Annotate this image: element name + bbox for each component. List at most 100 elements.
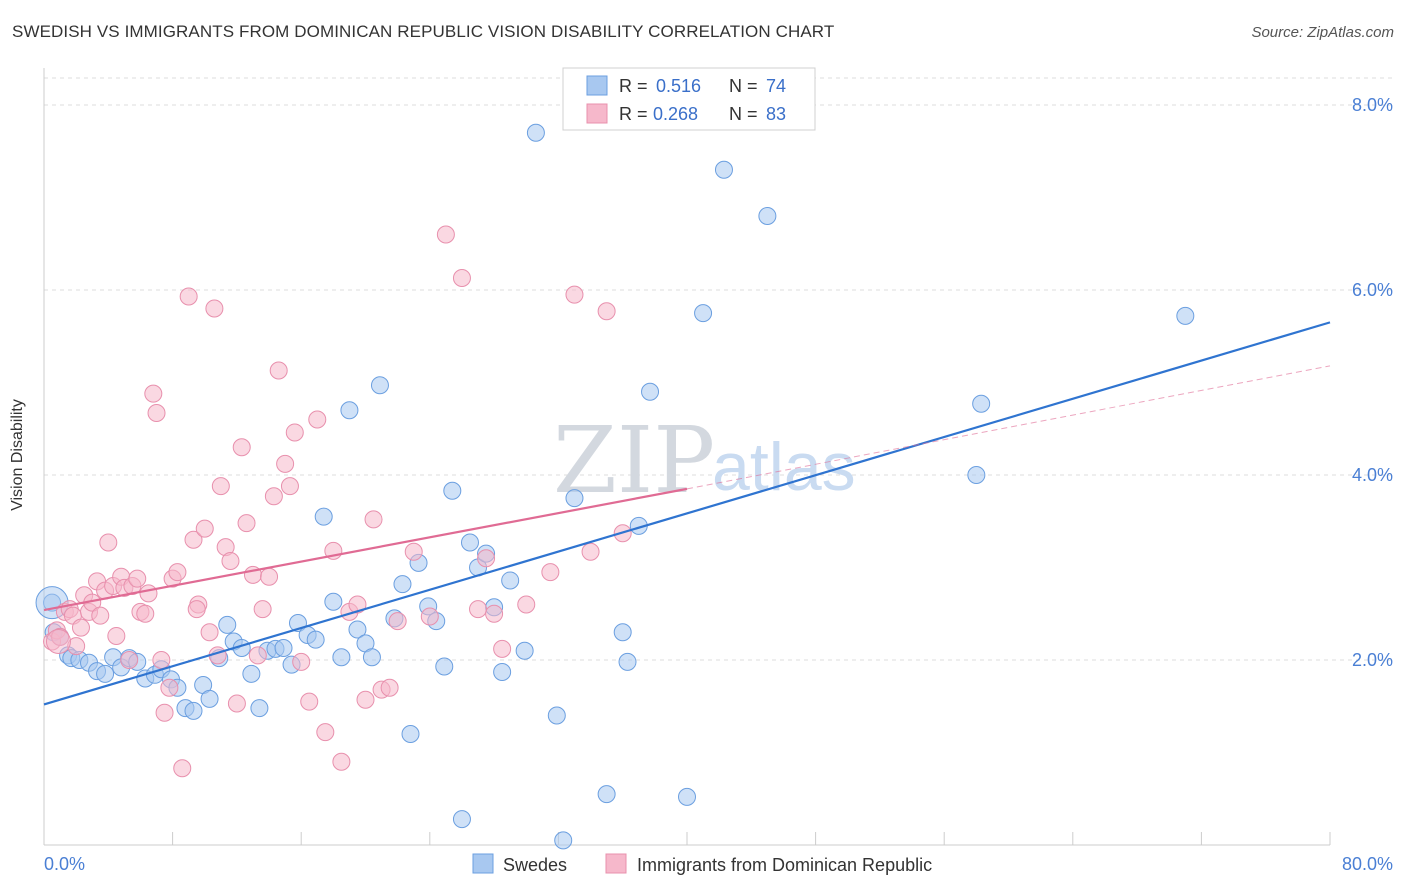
data-point [144, 384, 163, 403]
y-tick-labels: 2.0% 4.0% 6.0% 8.0% [1352, 95, 1393, 670]
data-point [460, 533, 479, 552]
data-point [300, 692, 319, 711]
data-point [565, 285, 584, 304]
data-point [168, 563, 187, 582]
data-point [99, 533, 118, 552]
data-point [477, 549, 496, 568]
data-point [526, 123, 545, 142]
data-point [613, 623, 632, 642]
data-point [218, 615, 237, 634]
data-point [269, 361, 288, 380]
legend-r-value: 0.268 [653, 104, 698, 124]
data-point [485, 604, 504, 623]
data-point [136, 604, 155, 623]
data-point [362, 648, 381, 667]
data-point [401, 725, 420, 743]
data-point [393, 575, 412, 594]
data-point [152, 651, 171, 669]
data-point [276, 454, 295, 473]
data-point [248, 646, 267, 665]
data-point [452, 268, 471, 287]
trend-line-dominican [43, 487, 688, 612]
data-point [388, 612, 407, 631]
x-tick-label: 80.0% [1342, 854, 1393, 874]
data-point [541, 563, 560, 582]
data-point [380, 678, 399, 697]
data-point [184, 530, 203, 549]
data-point [554, 831, 573, 850]
axes [43, 68, 1331, 846]
data-point [1176, 306, 1195, 325]
data-point [250, 699, 269, 718]
data-point [200, 623, 219, 642]
data-point [714, 160, 733, 179]
data-point [173, 759, 192, 778]
data-point [139, 584, 158, 603]
data-point [469, 600, 488, 619]
data-point [452, 810, 471, 829]
data-point [515, 641, 534, 660]
data-point [972, 394, 991, 413]
data-point [597, 785, 616, 804]
data-point [364, 510, 383, 529]
data-point [205, 299, 224, 318]
data-point [316, 723, 335, 742]
data-point [348, 595, 367, 614]
data-point [232, 438, 251, 457]
legend-box: R = 0.516 N = 74 R = 0.268 N = 83 [562, 67, 816, 131]
data-point [285, 423, 304, 442]
data-point [340, 401, 359, 420]
legend-swatch-swedes [586, 75, 608, 96]
data-point [356, 690, 375, 709]
series-swedes-points [35, 123, 1195, 850]
data-point [404, 542, 423, 561]
source-label: Source: ZipAtlas.com [1251, 24, 1394, 41]
data-point [160, 678, 179, 697]
data-point [435, 657, 454, 676]
data-point [565, 489, 584, 508]
data-point [187, 600, 206, 619]
bottom-legend-swedes: Swedes [503, 855, 567, 875]
data-point [308, 410, 327, 429]
data-point [332, 752, 351, 771]
data-point [179, 287, 198, 306]
data-point [420, 607, 439, 626]
data-point [237, 514, 256, 533]
y-tick-label: 2.0% [1352, 650, 1393, 670]
data-point [493, 639, 512, 658]
data-point [155, 703, 174, 722]
watermark-atlas: atlas [712, 429, 856, 505]
y-tick-label: 6.0% [1352, 280, 1393, 300]
legend-n-value: 74 [766, 76, 786, 96]
data-point [264, 487, 283, 506]
data-point [96, 664, 115, 683]
data-point [128, 569, 147, 588]
chart-title: SWEDISH VS IMMIGRANTS FROM DOMINICAN REP… [12, 22, 835, 41]
data-point [227, 694, 246, 713]
data-point [292, 652, 311, 671]
legend-n-label: N = [729, 104, 758, 124]
legend-r-label: R = [619, 76, 648, 96]
y-tick-label: 8.0% [1352, 95, 1393, 115]
data-point [71, 618, 90, 637]
data-point [147, 404, 166, 423]
data-point [443, 481, 462, 500]
data-point [694, 304, 713, 323]
legend-swatch-dominican [586, 103, 608, 124]
legend-r-value: 0.516 [656, 76, 701, 96]
bottom-legend-swatch-dominican [605, 853, 627, 874]
data-point [517, 595, 536, 614]
data-point [324, 592, 343, 611]
data-point [501, 571, 520, 590]
data-point [253, 600, 272, 619]
data-point [332, 648, 351, 667]
data-point [306, 630, 325, 649]
trend-line-swedes [43, 321, 1331, 706]
data-point [200, 689, 219, 708]
data-point-cluster [45, 629, 71, 654]
data-point [370, 376, 389, 395]
data-point [314, 507, 333, 526]
trend-line-dominican-extension [686, 365, 1331, 490]
x-tick-labels: 0.0% 80.0% [44, 854, 1393, 874]
